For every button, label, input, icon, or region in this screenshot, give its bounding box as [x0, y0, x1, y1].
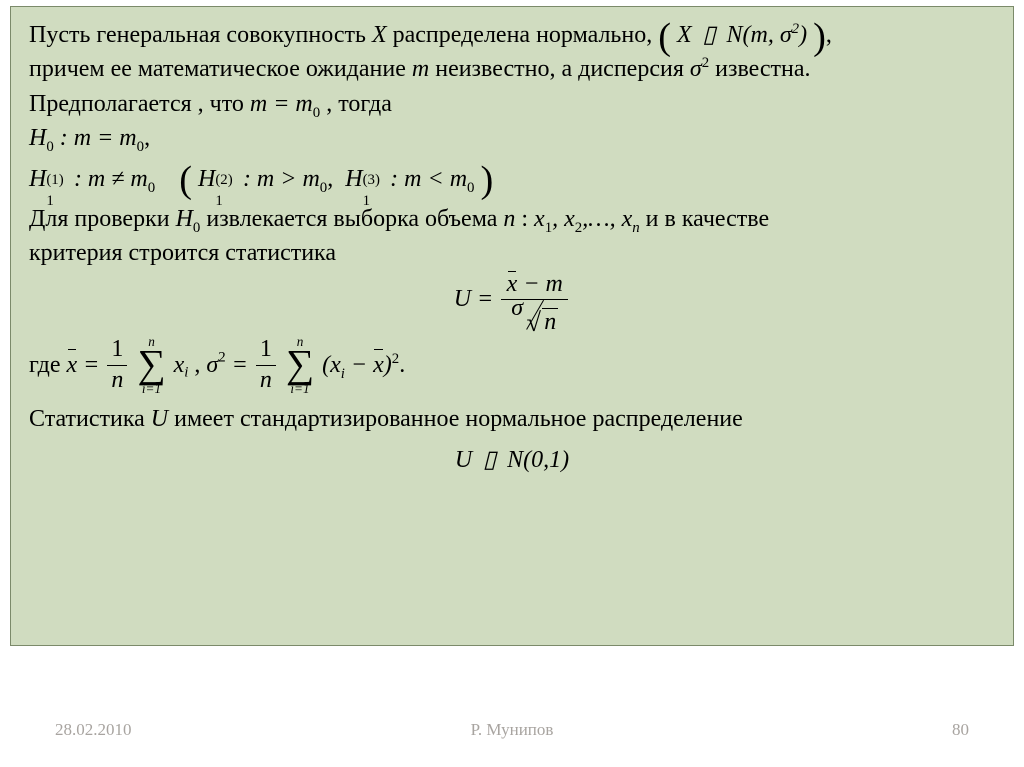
text: имеет стандартизированное нормальное рас…	[174, 406, 743, 432]
U-eq: U =	[454, 283, 494, 315]
eq: =	[77, 352, 99, 378]
comma: ,	[144, 125, 150, 151]
xbar: x	[373, 349, 384, 381]
paragraph-4: Для проверки H0 извлекается выборка объе…	[29, 203, 995, 235]
sigma-sign: ∑	[137, 350, 165, 380]
text: причем ее математическое ожидание	[29, 56, 412, 82]
text: критерия строится статистика	[29, 240, 336, 266]
var-m: m	[412, 56, 429, 82]
comma: ,	[327, 166, 333, 192]
dist-expr: X ▯ N(m, σ	[677, 22, 792, 48]
sigma: σ	[690, 56, 702, 82]
body: : m < m	[390, 166, 467, 192]
fraction: x − m σ n	[501, 272, 568, 327]
n: n	[503, 206, 515, 232]
diff-c: )	[384, 352, 392, 378]
sub: 0	[467, 179, 474, 195]
body: : m > m	[243, 166, 320, 192]
eq: m = m	[250, 91, 313, 117]
text: распределена нормально,	[393, 22, 659, 48]
sub: 0	[46, 139, 53, 155]
sub: 0	[148, 179, 155, 195]
xi: x	[174, 349, 185, 381]
sup: (2)	[215, 170, 232, 190]
sigma: σ	[511, 295, 523, 321]
sub: i	[184, 364, 188, 380]
x: x	[534, 206, 545, 232]
sup: 2	[218, 350, 225, 366]
var-X: X	[372, 22, 387, 48]
n: n	[542, 308, 558, 335]
H: H	[345, 166, 362, 192]
definitions: где x = 1 n n ∑ i=1 xi , σ2 = 1 n n ∑ i=…	[29, 335, 995, 395]
sub: 1	[215, 191, 222, 211]
n: n	[107, 366, 127, 393]
diff-b: −	[345, 352, 373, 378]
one: 1	[256, 337, 276, 365]
U: U	[151, 406, 168, 432]
formula-U-dist: U ▯ N(0,1)	[29, 444, 995, 476]
sub: n	[632, 220, 639, 236]
content-box: Пусть генеральная совокупность X распред…	[10, 6, 1014, 646]
paragraph-6: Статистика U имеет стандартизированное н…	[29, 403, 995, 435]
paragraph-1: Пусть генеральная совокупность X распред…	[29, 19, 995, 51]
comma: ,	[826, 22, 832, 48]
frac-1-n: 1 n	[107, 337, 127, 392]
text: и в качестве	[646, 206, 769, 232]
hypothesis-H0: H0 : m = m0,	[29, 122, 995, 154]
H: H	[29, 166, 46, 192]
xbar: x	[507, 272, 518, 297]
sigma-sign: ∑	[286, 350, 314, 380]
x: ,…, x	[582, 206, 632, 232]
footer-author: Р. Мунипов	[0, 720, 1024, 740]
frac-1-n: 1 n	[256, 337, 276, 392]
sup: (3)	[363, 170, 380, 190]
body: : m = m	[60, 125, 137, 151]
minus-m: − m	[517, 271, 563, 297]
text: неизвестно, а дисперсия	[435, 56, 690, 82]
text: Пусть генеральная совокупность	[29, 22, 372, 48]
footer-page: 80	[952, 720, 969, 740]
period: .	[399, 352, 405, 378]
sup: 2	[792, 21, 799, 37]
formula-U: U = x − m σ n	[29, 272, 995, 327]
x: , x	[552, 206, 575, 232]
paragraph-5: критерия строится статистика	[29, 237, 995, 269]
text: извлекается выборка объема	[206, 206, 503, 232]
body: : m ≠ m	[74, 166, 148, 192]
text: Статистика	[29, 406, 151, 432]
sub: 0	[313, 105, 320, 121]
sub: 0	[193, 220, 200, 236]
sum: n ∑ i=1	[286, 335, 314, 395]
where: где	[29, 349, 61, 381]
sum: n ∑ i=1	[137, 335, 165, 395]
eq: =	[232, 349, 248, 381]
H: H	[198, 166, 215, 192]
paragraph-3: Предполагается , что m = m0 , тогда	[29, 88, 995, 120]
sqrt: n	[529, 310, 558, 335]
U-dist: U ▯ N(0,1)	[455, 447, 569, 473]
xbar: x	[67, 349, 78, 381]
sub: 0	[137, 139, 144, 155]
one: 1	[107, 337, 127, 365]
sup: 2	[702, 55, 709, 71]
H: H	[176, 206, 193, 232]
sigma: σ	[206, 349, 218, 381]
text: )	[799, 22, 807, 48]
text: известна.	[715, 56, 810, 82]
sup: (1)	[46, 170, 63, 190]
sub: 1	[363, 191, 370, 211]
hypothesis-H1: H(1)1 : m ≠ m0 ( H(2)1 : m > m0, H(3)1 :…	[29, 163, 995, 195]
H: H	[29, 125, 46, 151]
text: Предполагается , что	[29, 91, 250, 117]
text: :	[521, 206, 534, 232]
sep: ,	[194, 349, 200, 381]
diff-a: (x	[322, 352, 341, 378]
text: , тогда	[326, 91, 392, 117]
sub: 1	[46, 191, 53, 211]
paragraph-2: причем ее математическое ожидание m неиз…	[29, 53, 995, 85]
n: n	[256, 366, 276, 393]
sigma-over-sqrt-n: σ n	[505, 302, 564, 327]
